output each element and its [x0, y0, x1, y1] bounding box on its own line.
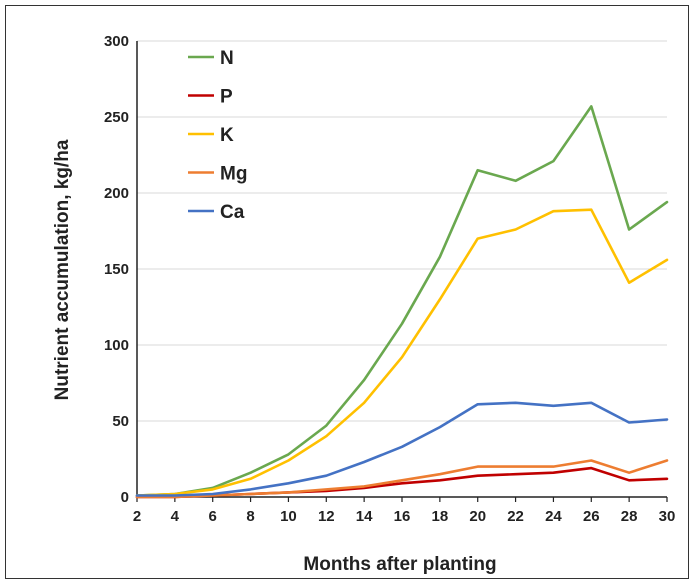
series-line-k	[135, 208, 669, 497]
y-axis-title: Nutrient accumulation, kg/ha	[52, 139, 73, 400]
series-lines	[135, 105, 669, 499]
x-tick-label-26: 26	[583, 508, 600, 525]
y-tick-label-300: 300	[104, 33, 129, 50]
legend: NPK Mg Ca	[188, 48, 247, 223]
x-tick-label-2: 2	[133, 508, 141, 525]
grid-lines	[137, 40, 667, 422]
x-tick-label-10: 10	[280, 508, 297, 525]
y-tick-label-200: 200	[104, 185, 129, 202]
x-tick-label-6: 6	[209, 508, 217, 525]
x-axis-title: Months after planting	[303, 554, 496, 575]
x-tick-label-22: 22	[507, 508, 524, 525]
x-tick-label-16: 16	[394, 508, 411, 525]
legend-label-ca: Ca	[220, 202, 245, 223]
y-tick-label-0: 0	[121, 489, 129, 506]
legend-label-k: K	[220, 125, 234, 146]
x-tick-label-8: 8	[246, 508, 254, 525]
x-tick-label-24: 24	[545, 508, 562, 525]
x-tick-label-14: 14	[356, 508, 373, 525]
x-tick-label-20: 20	[469, 508, 486, 525]
series-line-ca	[135, 401, 669, 497]
legend-label-p: P	[220, 87, 233, 108]
chart-frame	[5, 5, 689, 579]
x-tick-label-28: 28	[621, 508, 638, 525]
x-tick-label-18: 18	[432, 508, 449, 525]
y-tick-label-50: 50	[112, 413, 129, 430]
series-line-mg	[135, 459, 669, 499]
legend-label-n: N	[220, 48, 234, 69]
legend-label-mg: Mg	[220, 164, 247, 185]
y-tick-label-250: 250	[104, 109, 129, 126]
x-tick-label-4: 4	[171, 508, 180, 525]
y-tick-label-100: 100	[104, 337, 129, 354]
x-tick-label-30: 30	[659, 508, 676, 525]
x-tick-label-12: 12	[318, 508, 335, 525]
series-line-n	[135, 105, 669, 497]
y-tick-label-150: 150	[104, 261, 129, 278]
